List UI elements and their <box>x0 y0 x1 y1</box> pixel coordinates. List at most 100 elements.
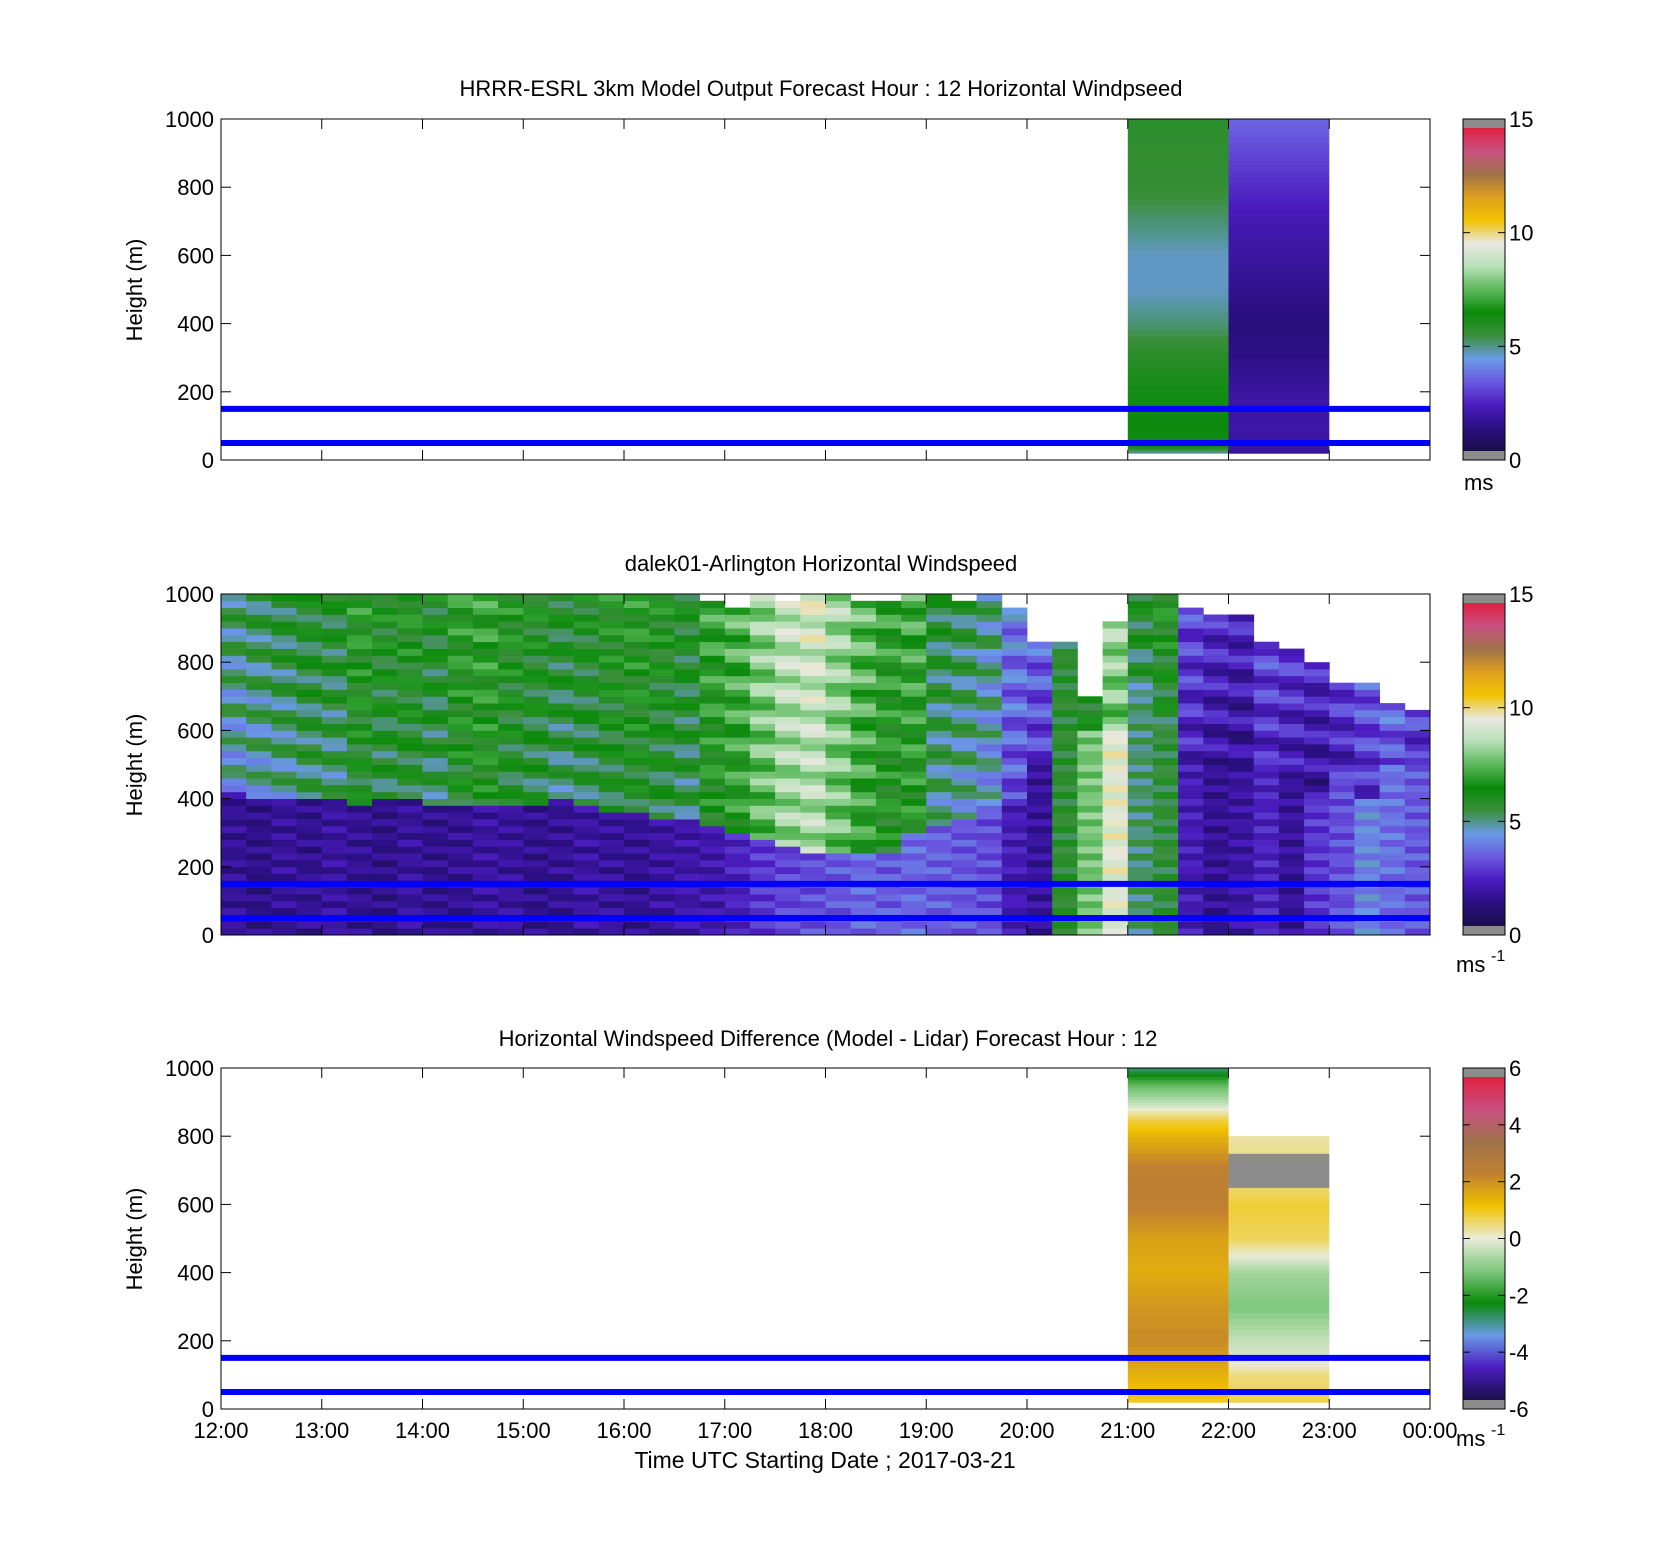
heatmap-cell <box>246 689 272 697</box>
heatmap-cell <box>271 628 297 636</box>
heatmap-cell <box>926 791 952 799</box>
heatmap-cell <box>800 696 826 704</box>
heatmap-cell <box>447 655 474 663</box>
panel-difference-ylabel: Height (m) <box>122 1188 147 1291</box>
heatmap-cell <box>825 771 852 779</box>
heatmap-cell <box>1203 832 1229 840</box>
heatmap-cell <box>624 798 650 806</box>
heatmap-cell <box>624 628 650 636</box>
heatmap-cell <box>1379 730 1406 738</box>
heatmap-cell <box>472 805 499 813</box>
heatmap-cell <box>1127 452 1229 454</box>
heatmap-cell <box>447 662 474 670</box>
heatmap-cell <box>498 846 524 854</box>
heatmap-cell <box>1278 860 1305 868</box>
heatmap-cell <box>1228 1284 1330 1291</box>
heatmap-cell <box>724 853 751 861</box>
heatmap-cell <box>1102 900 1129 909</box>
heatmap-cell <box>724 900 751 909</box>
heatmap-cell <box>976 723 1003 731</box>
heatmap-cell <box>1152 621 1179 629</box>
heatmap-cell <box>926 669 952 677</box>
heatmap-cell <box>1001 928 1028 935</box>
heatmap-cell <box>1354 716 1380 724</box>
heatmap-cell <box>321 634 348 643</box>
heatmap-cell <box>1102 696 1129 704</box>
heatmap-cell <box>1001 778 1028 786</box>
heatmap-cell <box>296 675 323 683</box>
heatmap-cell <box>472 832 499 840</box>
heatmap-cell <box>498 709 524 718</box>
heatmap-cell <box>1379 798 1406 806</box>
heatmap-cell <box>850 709 877 718</box>
heatmap-cell <box>296 798 323 806</box>
heatmap-cell <box>1228 1301 1330 1308</box>
heatmap-cell <box>1228 380 1330 387</box>
heatmap-cell <box>1228 192 1330 200</box>
heatmap-cell <box>951 737 977 745</box>
heatmap-cell <box>346 764 373 772</box>
heatmap-cell <box>548 709 574 718</box>
heatmap-cell <box>926 853 952 861</box>
heatmap-cell <box>1228 136 1330 143</box>
heatmap-cell <box>724 778 751 786</box>
heatmap-cell <box>901 791 927 799</box>
heatmap-cell <box>850 744 877 752</box>
heatmap-cell <box>472 594 499 602</box>
heatmap-cell <box>573 594 600 602</box>
heatmap-cell <box>951 866 977 874</box>
heatmap-cell <box>1027 662 1053 670</box>
heatmap-cell <box>1127 648 1154 656</box>
heatmap-cell <box>346 600 373 608</box>
heatmap-cell <box>1228 764 1255 772</box>
heatmap-cell <box>397 928 423 935</box>
heatmap-cell <box>447 778 474 786</box>
heatmap-cell <box>749 900 776 909</box>
heatmap-cell <box>397 873 423 881</box>
heatmap-cell <box>749 634 776 643</box>
heatmap-cell <box>1127 628 1154 636</box>
heatmap-cell <box>1203 689 1229 697</box>
heatmap-cell <box>649 860 675 868</box>
heatmap-cell <box>1127 614 1154 622</box>
heatmap-cell <box>422 839 449 847</box>
heatmap-cell <box>850 764 877 772</box>
heatmap-cell <box>1329 832 1355 840</box>
heatmap-cell <box>1228 641 1255 649</box>
heatmap-cell <box>498 832 524 840</box>
heatmap-cell <box>447 737 474 745</box>
heatmap-cell <box>1253 703 1280 711</box>
heatmap-cell <box>422 655 449 663</box>
heatmap-cell <box>1178 689 1204 697</box>
heatmap-cell <box>926 832 952 840</box>
heatmap-cell <box>1127 703 1154 711</box>
heatmap-cell <box>1052 785 1078 793</box>
heatmap-cell <box>1203 860 1229 868</box>
heatmap-cell <box>775 655 801 663</box>
heatmap-cell <box>346 900 373 909</box>
heatmap-cell <box>573 607 600 615</box>
heatmap-cell <box>422 744 449 752</box>
heatmap-cell <box>1127 1127 1229 1132</box>
heatmap-cell <box>1027 771 1053 779</box>
heatmap-cell <box>397 675 423 683</box>
heatmap-cell <box>1178 900 1204 909</box>
heatmap-cell <box>1228 363 1330 370</box>
heatmap-cell <box>1329 839 1355 847</box>
heatmap-cell <box>1178 866 1204 874</box>
y-tick-label: 800 <box>177 175 214 200</box>
heatmap-cell <box>1127 1306 1229 1313</box>
heatmap-cell <box>1127 1289 1229 1296</box>
heatmap-cell <box>523 860 549 868</box>
heatmap-cell <box>598 894 625 902</box>
heatmap-cell <box>699 655 726 663</box>
heatmap-cell <box>1228 1379 1330 1385</box>
heatmap-cell <box>548 825 574 834</box>
heatmap-cell <box>1228 227 1330 234</box>
heatmap-cell <box>523 764 549 772</box>
heatmap-cell <box>296 600 323 608</box>
heatmap-cell <box>800 744 826 752</box>
heatmap-cell <box>1127 317 1229 325</box>
heatmap-cell <box>221 744 247 752</box>
heatmap-cell <box>775 648 801 656</box>
